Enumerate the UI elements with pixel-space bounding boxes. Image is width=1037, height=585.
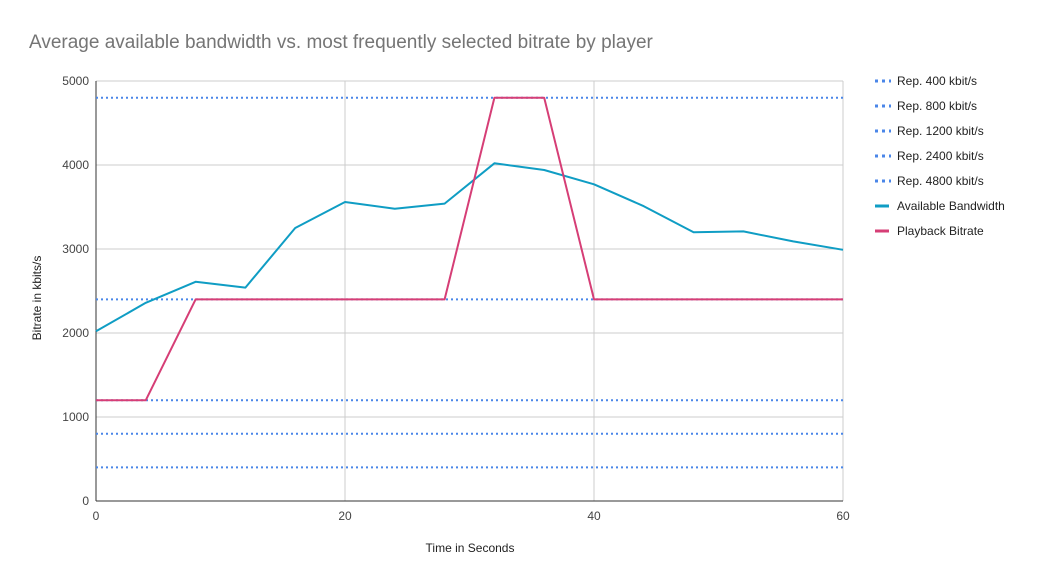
legend-item-available-bandwidth: Available Bandwidth	[875, 199, 1005, 213]
x-tick-label: 40	[587, 509, 601, 523]
chart-title: Average available bandwidth vs. most fre…	[29, 32, 654, 53]
legend-item-rep-1200-kbit-s: Rep. 1200 kbit/s	[875, 124, 984, 138]
legend-item-rep-800-kbit-s: Rep. 800 kbit/s	[875, 99, 977, 113]
ticks-group: 0 1000 2000 3000 4000 5000 0 20 40 60	[62, 74, 850, 523]
y-tick-label: 2000	[62, 326, 89, 340]
y-axis-label: Bitrate in kbits/s	[30, 256, 44, 341]
x-tick-label: 60	[836, 509, 850, 523]
grid	[95, 80, 844, 502]
series-line-available-bandwidth	[95, 162, 844, 333]
y-tick-label: 3000	[62, 242, 89, 256]
legend-label: Rep. 1200 kbit/s	[897, 124, 984, 138]
y-tick-label: 4000	[62, 158, 89, 172]
x-tick-label: 20	[338, 509, 352, 523]
legend-label: Rep. 800 kbit/s	[897, 99, 977, 113]
series-line-playback-bitrate	[96, 96, 843, 402]
legend-label: Rep. 2400 kbit/s	[897, 149, 984, 163]
x-axis-label: Time in Seconds	[426, 541, 515, 555]
x-tick-label: 0	[93, 509, 100, 523]
legend-item-rep-400-kbit-s: Rep. 400 kbit/s	[875, 74, 977, 88]
legend-label: Rep. 400 kbit/s	[897, 74, 977, 88]
legend-label: Playback Bitrate	[897, 224, 984, 238]
legend-label: Rep. 4800 kbit/s	[897, 174, 984, 188]
y-tick-label: 5000	[62, 74, 89, 88]
legend-item-rep-2400-kbit-s: Rep. 2400 kbit/s	[875, 149, 984, 163]
legend-item-playback-bitrate: Playback Bitrate	[875, 224, 984, 238]
legend-label: Available Bandwidth	[897, 199, 1005, 213]
y-tick-label: 1000	[62, 410, 89, 424]
y-tick-label: 0	[82, 494, 89, 508]
legend-item-rep-4800-kbit-s: Rep. 4800 kbit/s	[875, 174, 984, 188]
series-group	[95, 96, 844, 469]
legend: Rep. 400 kbit/s Rep. 800 kbit/s Rep. 1200 …	[875, 74, 1005, 238]
